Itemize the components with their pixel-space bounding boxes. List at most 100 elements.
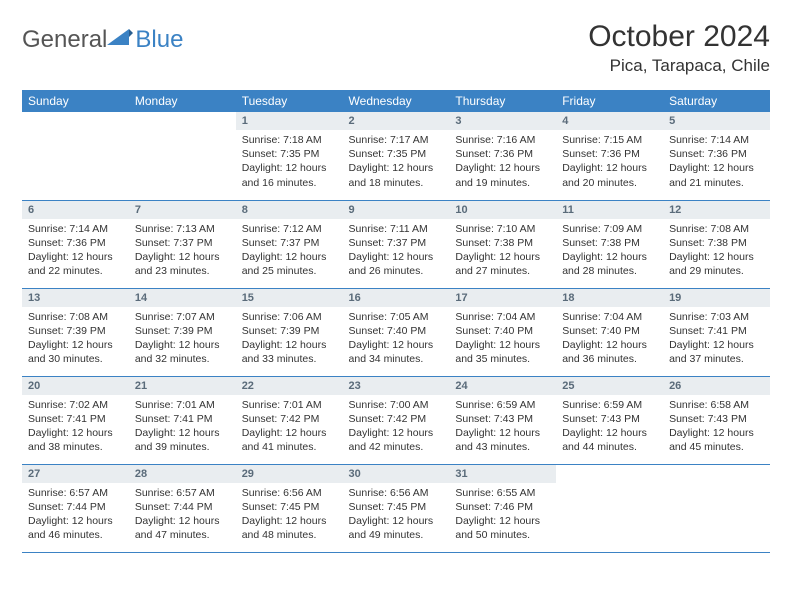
calendar-day-cell: 23Sunrise: 7:00 AMSunset: 7:42 PMDayligh…: [343, 376, 450, 464]
day-content: Sunrise: 7:03 AMSunset: 7:41 PMDaylight:…: [663, 307, 770, 373]
day-number: 16: [343, 289, 450, 307]
day-content: Sunrise: 6:59 AMSunset: 7:43 PMDaylight:…: [449, 395, 556, 461]
calendar-day-cell: 24Sunrise: 6:59 AMSunset: 7:43 PMDayligh…: [449, 376, 556, 464]
day-number: 25: [556, 377, 663, 395]
calendar-day-cell: 2Sunrise: 7:17 AMSunset: 7:35 PMDaylight…: [343, 112, 450, 200]
logo-triangle-icon: [107, 27, 133, 47]
day-number: 4: [556, 112, 663, 130]
day-content: Sunrise: 7:11 AMSunset: 7:37 PMDaylight:…: [343, 219, 450, 285]
day-content: Sunrise: 6:57 AMSunset: 7:44 PMDaylight:…: [22, 483, 129, 549]
day-number: 19: [663, 289, 770, 307]
day-content: Sunrise: 7:09 AMSunset: 7:38 PMDaylight:…: [556, 219, 663, 285]
calendar-day-cell: 10Sunrise: 7:10 AMSunset: 7:38 PMDayligh…: [449, 200, 556, 288]
calendar-day-cell: 16Sunrise: 7:05 AMSunset: 7:40 PMDayligh…: [343, 288, 450, 376]
calendar-day-cell: 17Sunrise: 7:04 AMSunset: 7:40 PMDayligh…: [449, 288, 556, 376]
logo: General Blue: [22, 26, 183, 54]
calendar-day-cell: 12Sunrise: 7:08 AMSunset: 7:38 PMDayligh…: [663, 200, 770, 288]
calendar-day-cell: 26Sunrise: 6:58 AMSunset: 7:43 PMDayligh…: [663, 376, 770, 464]
day-content: Sunrise: 7:14 AMSunset: 7:36 PMDaylight:…: [663, 130, 770, 196]
day-header: Sunday: [22, 90, 129, 112]
calendar-day-cell: 28Sunrise: 6:57 AMSunset: 7:44 PMDayligh…: [129, 464, 236, 552]
calendar-day-cell: 30Sunrise: 6:56 AMSunset: 7:45 PMDayligh…: [343, 464, 450, 552]
calendar-day-cell: [663, 464, 770, 552]
calendar-day-cell: 13Sunrise: 7:08 AMSunset: 7:39 PMDayligh…: [22, 288, 129, 376]
logo-text-blue: Blue: [135, 26, 183, 54]
day-content: Sunrise: 7:12 AMSunset: 7:37 PMDaylight:…: [236, 219, 343, 285]
day-number: 11: [556, 201, 663, 219]
calendar-day-cell: 14Sunrise: 7:07 AMSunset: 7:39 PMDayligh…: [129, 288, 236, 376]
day-number: 15: [236, 289, 343, 307]
location-subtitle: Pica, Tarapaca, Chile: [588, 56, 770, 76]
day-content: Sunrise: 7:08 AMSunset: 7:39 PMDaylight:…: [22, 307, 129, 373]
day-content: Sunrise: 7:07 AMSunset: 7:39 PMDaylight:…: [129, 307, 236, 373]
day-content: Sunrise: 7:04 AMSunset: 7:40 PMDaylight:…: [556, 307, 663, 373]
calendar-week-row: 20Sunrise: 7:02 AMSunset: 7:41 PMDayligh…: [22, 376, 770, 464]
day-header: Wednesday: [343, 90, 450, 112]
day-content: Sunrise: 7:17 AMSunset: 7:35 PMDaylight:…: [343, 130, 450, 196]
day-content: Sunrise: 6:59 AMSunset: 7:43 PMDaylight:…: [556, 395, 663, 461]
page-header: General Blue October 2024 Pica, Tarapaca…: [22, 20, 770, 76]
day-number: 21: [129, 377, 236, 395]
calendar-day-cell: 20Sunrise: 7:02 AMSunset: 7:41 PMDayligh…: [22, 376, 129, 464]
calendar-day-cell: 27Sunrise: 6:57 AMSunset: 7:44 PMDayligh…: [22, 464, 129, 552]
day-number: 17: [449, 289, 556, 307]
calendar-day-cell: 18Sunrise: 7:04 AMSunset: 7:40 PMDayligh…: [556, 288, 663, 376]
calendar-week-row: 27Sunrise: 6:57 AMSunset: 7:44 PMDayligh…: [22, 464, 770, 552]
day-number: 5: [663, 112, 770, 130]
day-number: 30: [343, 465, 450, 483]
calendar-day-cell: 5Sunrise: 7:14 AMSunset: 7:36 PMDaylight…: [663, 112, 770, 200]
day-content: Sunrise: 7:01 AMSunset: 7:42 PMDaylight:…: [236, 395, 343, 461]
day-number: 10: [449, 201, 556, 219]
day-number: 26: [663, 377, 770, 395]
calendar-table: SundayMondayTuesdayWednesdayThursdayFrid…: [22, 90, 770, 553]
calendar-week-row: 1Sunrise: 7:18 AMSunset: 7:35 PMDaylight…: [22, 112, 770, 200]
day-content: Sunrise: 7:00 AMSunset: 7:42 PMDaylight:…: [343, 395, 450, 461]
calendar-head: SundayMondayTuesdayWednesdayThursdayFrid…: [22, 90, 770, 112]
month-year-title: October 2024: [588, 20, 770, 54]
day-number: 28: [129, 465, 236, 483]
calendar-day-cell: 9Sunrise: 7:11 AMSunset: 7:37 PMDaylight…: [343, 200, 450, 288]
calendar-day-cell: 15Sunrise: 7:06 AMSunset: 7:39 PMDayligh…: [236, 288, 343, 376]
calendar-day-cell: 4Sunrise: 7:15 AMSunset: 7:36 PMDaylight…: [556, 112, 663, 200]
day-number: 7: [129, 201, 236, 219]
calendar-day-cell: 21Sunrise: 7:01 AMSunset: 7:41 PMDayligh…: [129, 376, 236, 464]
calendar-day-cell: 19Sunrise: 7:03 AMSunset: 7:41 PMDayligh…: [663, 288, 770, 376]
day-number: 12: [663, 201, 770, 219]
day-content: Sunrise: 7:18 AMSunset: 7:35 PMDaylight:…: [236, 130, 343, 196]
day-header: Thursday: [449, 90, 556, 112]
day-number: 31: [449, 465, 556, 483]
calendar-week-row: 13Sunrise: 7:08 AMSunset: 7:39 PMDayligh…: [22, 288, 770, 376]
day-content: Sunrise: 7:01 AMSunset: 7:41 PMDaylight:…: [129, 395, 236, 461]
calendar-day-cell: 8Sunrise: 7:12 AMSunset: 7:37 PMDaylight…: [236, 200, 343, 288]
day-content: Sunrise: 7:08 AMSunset: 7:38 PMDaylight:…: [663, 219, 770, 285]
calendar-day-cell: 1Sunrise: 7:18 AMSunset: 7:35 PMDaylight…: [236, 112, 343, 200]
day-content: Sunrise: 7:02 AMSunset: 7:41 PMDaylight:…: [22, 395, 129, 461]
day-number: 9: [343, 201, 450, 219]
day-number: 22: [236, 377, 343, 395]
calendar-day-cell: [129, 112, 236, 200]
calendar-day-cell: [556, 464, 663, 552]
day-number: 14: [129, 289, 236, 307]
calendar-day-cell: 31Sunrise: 6:55 AMSunset: 7:46 PMDayligh…: [449, 464, 556, 552]
calendar-day-cell: 11Sunrise: 7:09 AMSunset: 7:38 PMDayligh…: [556, 200, 663, 288]
calendar-day-cell: 22Sunrise: 7:01 AMSunset: 7:42 PMDayligh…: [236, 376, 343, 464]
title-block: October 2024 Pica, Tarapaca, Chile: [588, 20, 770, 76]
day-content: Sunrise: 7:04 AMSunset: 7:40 PMDaylight:…: [449, 307, 556, 373]
day-content: Sunrise: 7:10 AMSunset: 7:38 PMDaylight:…: [449, 219, 556, 285]
calendar-day-cell: 25Sunrise: 6:59 AMSunset: 7:43 PMDayligh…: [556, 376, 663, 464]
day-content: Sunrise: 6:55 AMSunset: 7:46 PMDaylight:…: [449, 483, 556, 549]
day-content: Sunrise: 6:56 AMSunset: 7:45 PMDaylight:…: [343, 483, 450, 549]
logo-text-general: General: [22, 26, 107, 54]
day-number: 8: [236, 201, 343, 219]
day-number: 27: [22, 465, 129, 483]
day-number: 6: [22, 201, 129, 219]
day-header: Friday: [556, 90, 663, 112]
calendar-day-cell: 29Sunrise: 6:56 AMSunset: 7:45 PMDayligh…: [236, 464, 343, 552]
day-content: Sunrise: 7:16 AMSunset: 7:36 PMDaylight:…: [449, 130, 556, 196]
calendar-day-cell: 6Sunrise: 7:14 AMSunset: 7:36 PMDaylight…: [22, 200, 129, 288]
day-number: 3: [449, 112, 556, 130]
day-content: Sunrise: 6:56 AMSunset: 7:45 PMDaylight:…: [236, 483, 343, 549]
day-header: Saturday: [663, 90, 770, 112]
calendar-body: 1Sunrise: 7:18 AMSunset: 7:35 PMDaylight…: [22, 112, 770, 552]
day-header: Tuesday: [236, 90, 343, 112]
